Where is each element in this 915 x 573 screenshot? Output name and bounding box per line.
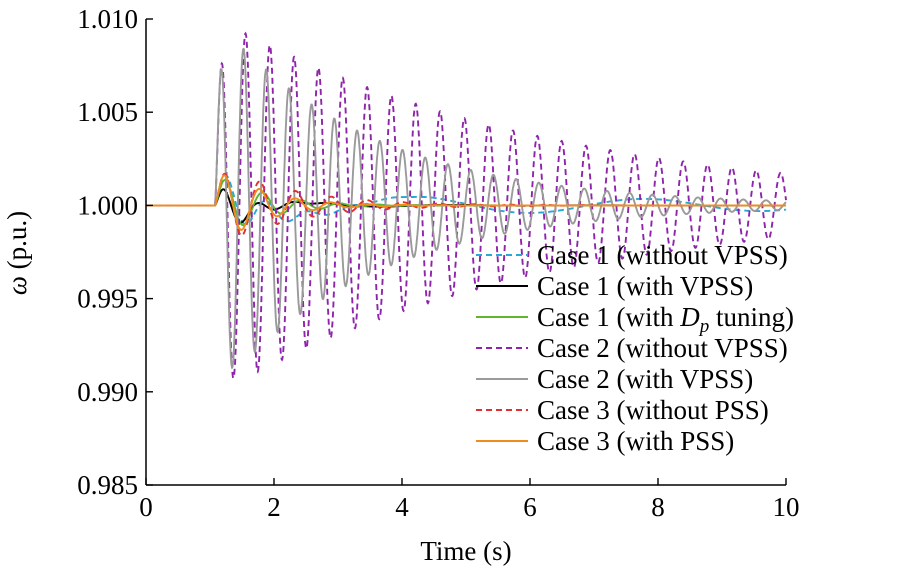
series-line-7 — [146, 174, 786, 231]
y-tick-label: 0.990 — [77, 377, 138, 407]
y-tick-label: 0.995 — [77, 284, 138, 314]
y-tick-label: 0.985 — [77, 470, 138, 500]
y-tick-label: 1.005 — [77, 97, 138, 127]
legend-label-7: Case 3 (with PSS) — [537, 426, 734, 456]
series-line-5 — [146, 47, 787, 370]
series-lines — [146, 31, 787, 380]
y-axis-unit: (p.u.) — [2, 211, 32, 276]
legend-label-5: Case 2 (with VPSS) — [537, 364, 753, 394]
legend-label-1: Case 1 (without VPSS) — [537, 240, 788, 270]
tick-labels: 0 2 4 6 8 10 0.985 0.990 0.995 1.000 1.005 1.010 — [77, 4, 799, 522]
legend: Case 1 (without VPSS)Case 1 (with VPSS)C… — [476, 240, 794, 456]
x-tick-label: 4 — [395, 492, 409, 522]
legend-label-3: Case 1 (with Dp tuning) — [537, 302, 794, 337]
x-tick-label: 2 — [267, 492, 281, 522]
series-line-4 — [146, 31, 787, 380]
y-tick-label: 1.000 — [77, 190, 138, 220]
y-axis-title: ω (p.u.) — [2, 211, 32, 295]
legend-label-6: Case 3 (without PSS) — [537, 395, 769, 425]
legend-label-4: Case 2 (without VPSS) — [537, 333, 788, 363]
x-tick-label: 6 — [523, 492, 537, 522]
x-axis-title: Time (s) — [420, 536, 511, 566]
x-tick-label: 8 — [651, 492, 665, 522]
y-tick-label: 1.010 — [77, 4, 138, 34]
axes — [145, 18, 787, 486]
x-tick-label: 0 — [139, 492, 153, 522]
legend-label-2: Case 1 (with VPSS) — [537, 271, 753, 301]
x-tick-label: 10 — [773, 492, 800, 522]
y-axis-symbol: ω — [2, 276, 32, 295]
